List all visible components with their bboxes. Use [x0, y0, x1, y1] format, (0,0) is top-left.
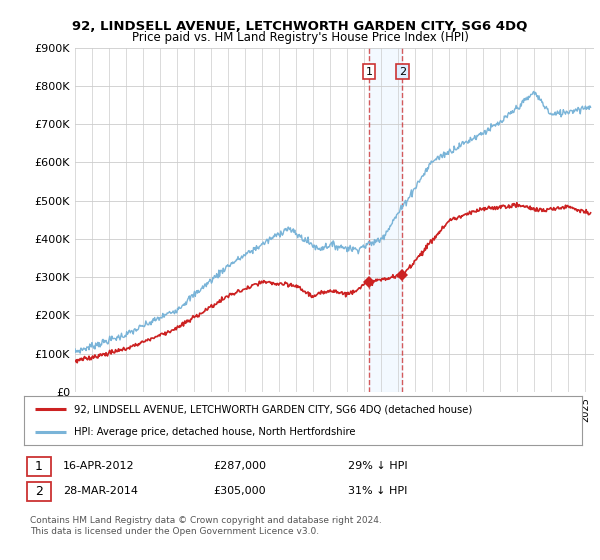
Text: 2: 2 — [35, 485, 43, 498]
Text: £305,000: £305,000 — [214, 487, 266, 496]
Text: 29% ↓ HPI: 29% ↓ HPI — [347, 461, 407, 471]
FancyBboxPatch shape — [28, 457, 51, 476]
Text: 28-MAR-2014: 28-MAR-2014 — [63, 487, 138, 496]
Text: 16-APR-2012: 16-APR-2012 — [63, 461, 134, 471]
Text: 92, LINDSELL AVENUE, LETCHWORTH GARDEN CITY, SG6 4DQ: 92, LINDSELL AVENUE, LETCHWORTH GARDEN C… — [73, 20, 527, 32]
Text: HPI: Average price, detached house, North Hertfordshire: HPI: Average price, detached house, Nort… — [74, 427, 356, 437]
Text: 1: 1 — [366, 67, 373, 77]
Text: £287,000: £287,000 — [214, 461, 267, 471]
Text: Contains HM Land Registry data © Crown copyright and database right 2024.
This d: Contains HM Land Registry data © Crown c… — [29, 516, 382, 536]
FancyBboxPatch shape — [28, 482, 51, 501]
Bar — [369, 48, 403, 392]
Text: 2: 2 — [399, 67, 406, 77]
Text: 31% ↓ HPI: 31% ↓ HPI — [347, 487, 407, 496]
Text: Price paid vs. HM Land Registry's House Price Index (HPI): Price paid vs. HM Land Registry's House … — [131, 31, 469, 44]
Text: 92, LINDSELL AVENUE, LETCHWORTH GARDEN CITY, SG6 4DQ (detached house): 92, LINDSELL AVENUE, LETCHWORTH GARDEN C… — [74, 404, 472, 414]
Text: 1: 1 — [35, 460, 43, 473]
